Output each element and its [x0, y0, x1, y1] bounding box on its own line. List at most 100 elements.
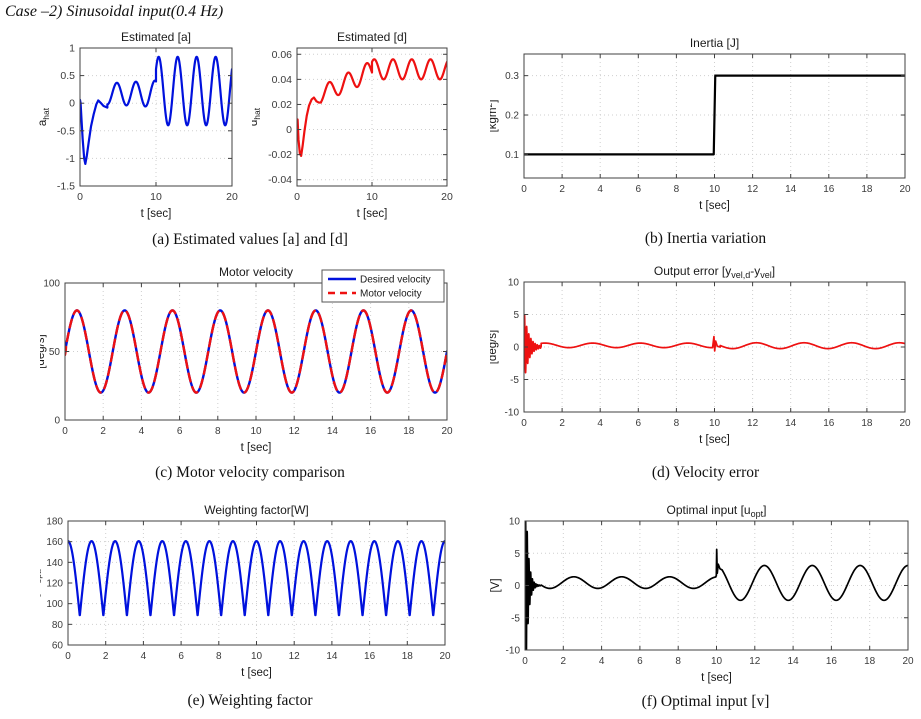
svg-text:4: 4 — [599, 656, 605, 667]
svg-text:[kgm2]: [kgm2] — [490, 100, 499, 133]
svg-text:4: 4 — [597, 418, 603, 429]
svg-text:8: 8 — [216, 651, 222, 662]
svg-text:10: 10 — [509, 517, 521, 528]
svg-text:18: 18 — [861, 184, 873, 195]
svg-text:Motor velocity: Motor velocity — [360, 289, 422, 300]
svg-text:-1: -1 — [66, 153, 75, 165]
svg-text:14: 14 — [327, 426, 339, 437]
svg-text:-0.02: -0.02 — [268, 149, 292, 161]
svg-text:14: 14 — [788, 656, 800, 667]
svg-text:t [sec]: t [sec] — [699, 434, 730, 446]
estimated-d-svg: 0 10 20 -0.04 -0.02 0 0.02 0.04 0.06 Estimated [d… — [248, 30, 453, 220]
svg-text:0.5: 0.5 — [60, 70, 75, 82]
svg-text:2: 2 — [559, 184, 565, 195]
svg-text:ahat: ahat — [37, 107, 51, 126]
svg-text:8: 8 — [674, 184, 680, 195]
svg-text:0.3: 0.3 — [505, 71, 519, 82]
svg-text:50: 50 — [49, 347, 61, 358]
caption-e: (e) Weighting factor — [187, 692, 313, 709]
svg-text:10: 10 — [711, 656, 723, 667]
svg-text:t [sec]: t [sec] — [241, 442, 272, 454]
svg-text:-1.5: -1.5 — [57, 181, 75, 193]
plot-estimated-a: 0 10 20 -1.5 -1 -0.5 0 0.5 1 Estimated [a] t [sec]… — [35, 27, 250, 240]
svg-text:18: 18 — [402, 651, 414, 662]
plot-inertia: 0 2 4 6 8 10 12 14 16 18 20 0.1 0.2 0.3 Inertia [J] t [… — [484, 30, 921, 235]
svg-text:Estimated [a]: Estimated [a] — [121, 30, 191, 44]
svg-text:2: 2 — [559, 418, 565, 429]
svg-text:-5: -5 — [511, 613, 520, 624]
plot-weighting-factor: 0 2 4 6 8 10 12 14 16 18 20 60 80 100 120 140 160 180 Weig… — [29, 498, 460, 690]
svg-text:0: 0 — [521, 184, 527, 195]
svg-text:[deg/s]: [deg/s] — [490, 330, 499, 365]
svg-text:20: 20 — [226, 191, 238, 203]
svg-text:18: 18 — [403, 426, 415, 437]
plot-optimal-input: 0 2 4 6 8 10 12 14 16 18 20 -10 -5 0 5 10 Optimal input … — [490, 492, 921, 693]
inertia-svg: 0 2 4 6 8 10 12 14 16 18 20 0.1 0.2 0.3 Inertia [J] t [… — [484, 36, 911, 212]
svg-text:18: 18 — [861, 418, 873, 429]
svg-text:10: 10 — [508, 278, 520, 289]
svg-text:0: 0 — [521, 418, 527, 429]
svg-text:2: 2 — [561, 656, 567, 667]
svg-text:Weighting factor[W]: Weighting factor[W] — [204, 503, 308, 517]
svg-text:16: 16 — [826, 656, 838, 667]
svg-text:-10: -10 — [506, 646, 521, 657]
svg-text:6: 6 — [178, 651, 184, 662]
svg-text:20: 20 — [441, 426, 453, 437]
svg-text:t [sec]: t [sec] — [701, 672, 732, 684]
svg-text:12: 12 — [749, 656, 761, 667]
svg-text:Motor velocity: Motor velocity — [219, 265, 293, 279]
svg-text:180: 180 — [46, 517, 63, 528]
svg-text:8: 8 — [215, 426, 221, 437]
svg-text:60: 60 — [52, 641, 64, 652]
svg-text:14: 14 — [326, 651, 338, 662]
svg-text:[Wopt]: [Wopt] — [40, 568, 43, 597]
svg-text:0.02: 0.02 — [272, 99, 293, 111]
svg-text:t [sec]: t [sec] — [699, 200, 730, 212]
svg-text:0: 0 — [77, 191, 83, 203]
svg-text:-10: -10 — [505, 408, 520, 419]
svg-text:0.1: 0.1 — [505, 150, 519, 161]
svg-text:2: 2 — [103, 651, 109, 662]
svg-text:10: 10 — [709, 184, 721, 195]
svg-text:0: 0 — [286, 124, 292, 136]
caption-c: (c) Motor velocity comparison — [155, 464, 345, 481]
svg-text:8: 8 — [674, 418, 680, 429]
svg-text:120: 120 — [46, 579, 63, 590]
svg-text:100: 100 — [46, 599, 63, 610]
svg-text:-0.5: -0.5 — [57, 125, 75, 137]
svg-text:14: 14 — [785, 184, 797, 195]
svg-text:0: 0 — [513, 343, 519, 354]
plot-motor-velocity: 0 2 4 6 8 10 12 14 16 18 20 0 50 100 Motor velocity t [… — [35, 263, 460, 465]
svg-text:0.06: 0.06 — [272, 49, 293, 61]
svg-text:20: 20 — [899, 418, 911, 429]
svg-text:0: 0 — [62, 426, 68, 437]
figure-title: Case –2) Sinusoidal input(0.4 Hz) — [5, 3, 224, 20]
svg-text:0: 0 — [65, 651, 71, 662]
svg-text:6: 6 — [177, 426, 183, 437]
svg-text:10: 10 — [251, 651, 263, 662]
weighting-factor-svg: 0 2 4 6 8 10 12 14 16 18 20 60 80 100 120 140 160 180 Weig… — [29, 503, 451, 679]
svg-text:6: 6 — [636, 418, 642, 429]
svg-text:Estimated [d]: Estimated [d] — [337, 30, 407, 44]
optimal-input-svg: 0 2 4 6 8 10 12 14 16 18 20 -10 -5 0 5 10 Optimal input … — [490, 503, 914, 684]
svg-text:-5: -5 — [510, 375, 519, 386]
svg-text:0.2: 0.2 — [505, 111, 519, 122]
svg-text:12: 12 — [289, 426, 301, 437]
svg-text:10: 10 — [709, 418, 721, 429]
svg-text:6: 6 — [637, 656, 643, 667]
svg-text:5: 5 — [514, 549, 520, 560]
svg-text:20: 20 — [441, 191, 453, 203]
svg-text:4: 4 — [597, 184, 603, 195]
svg-text:16: 16 — [364, 651, 376, 662]
svg-text:4: 4 — [141, 651, 147, 662]
svg-text:Output error [yvel,d-yvel]: Output error [yvel,d-yvel] — [654, 264, 775, 280]
svg-text:0: 0 — [69, 98, 75, 110]
svg-text:Desired velocity: Desired velocity — [360, 275, 431, 286]
svg-text:t [sec]: t [sec] — [141, 208, 172, 220]
svg-text:0.04: 0.04 — [272, 74, 293, 86]
svg-text:t [sec]: t [sec] — [241, 667, 272, 679]
svg-text:12: 12 — [747, 184, 759, 195]
svg-text:12: 12 — [747, 418, 759, 429]
caption-f: (f) Optimal input [v] — [641, 693, 770, 710]
